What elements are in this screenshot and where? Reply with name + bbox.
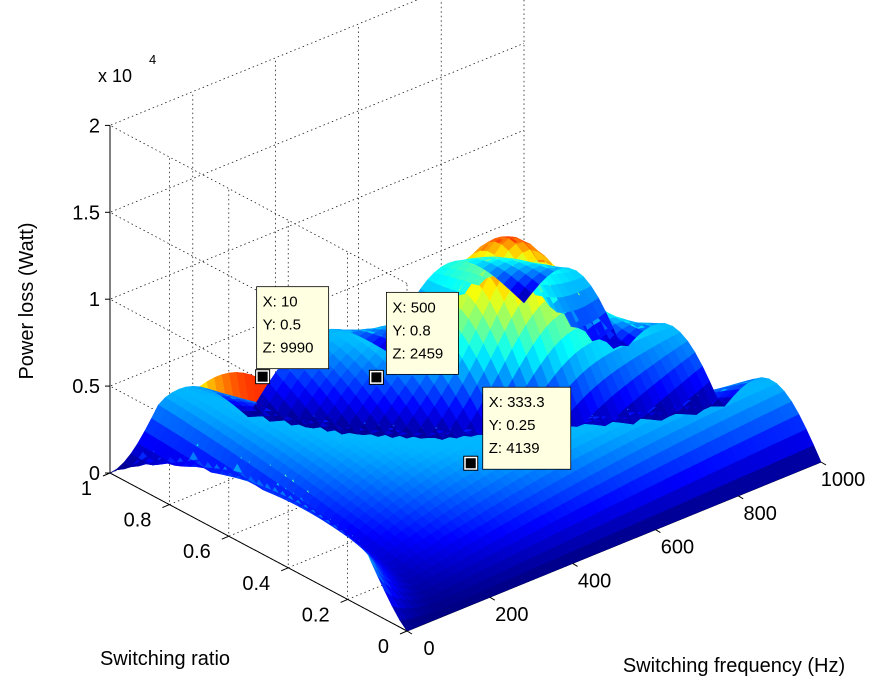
data-tip[interactable]: X: 500 Y: 0.8 Z: 2459	[368, 291, 459, 385]
x-tick-mark	[737, 495, 744, 500]
data-tip-marker	[465, 458, 476, 469]
y-tick-label: 0.8	[124, 510, 152, 532]
data-tip-box	[256, 286, 330, 370]
x-tick-mark	[489, 596, 496, 601]
data-tip-box	[385, 291, 459, 375]
x-tick-mark	[406, 630, 413, 635]
x-tick-label: 800	[744, 503, 777, 525]
z-axis-label: Power loss (Watt)	[16, 222, 38, 379]
x-tick-label: 600	[661, 537, 694, 559]
x-tick-mark	[655, 529, 661, 534]
x-axis-label: Switching frequency (Hz)	[623, 655, 845, 677]
z-tick-label: 1.5	[72, 202, 100, 224]
data-tip-line: X: 10	[263, 294, 298, 311]
y-tick-mark	[221, 535, 229, 540]
x-grid-line-3	[358, 24, 656, 530]
surface-patch	[109, 468, 125, 474]
x-grid-line-1	[192, 91, 490, 598]
z-tick-label: 1	[89, 289, 100, 311]
data-tip-line: Y: 0.5	[263, 317, 301, 334]
z-tick-label: 0.5	[72, 376, 100, 398]
x-tick-mark	[572, 562, 578, 567]
y-axis-line	[109, 472, 408, 632]
y-tick-mark	[399, 630, 408, 635]
data-tip-line: Z: 4139	[489, 440, 540, 457]
y-tick-label: 0.6	[183, 541, 211, 563]
data-tip[interactable]: X: 10 Y: 0.5 Z: 9990	[255, 286, 330, 385]
y-tick-mark	[281, 567, 289, 572]
z-grid-line-3	[109, 42, 525, 371]
x-tick-label: 1000	[821, 469, 866, 491]
data-tip-line: X: 500	[392, 299, 435, 316]
data-tip-box	[482, 386, 572, 470]
y-tick-label: 0.4	[242, 573, 270, 595]
x-tick-label: 0	[423, 638, 434, 660]
y-tick-mark	[340, 598, 348, 603]
data-tip-line: Z: 9990	[263, 340, 314, 357]
x-grid-line-5	[523, 0, 822, 463]
x-grid-line-4	[440, 0, 739, 497]
z-tick-label: 0	[89, 463, 100, 485]
data-tip-line: Z: 2459	[392, 345, 443, 362]
data-tip-line: Y: 0.25	[489, 417, 536, 434]
z-multiplier: x 10	[98, 66, 132, 86]
y-tick-label: 0.2	[302, 604, 330, 626]
z-multiplier-exponent: 4	[149, 52, 156, 67]
z-grid-line-4	[109, 0, 419, 284]
y-axis-label: Switching ratio	[100, 648, 230, 670]
z-grid-line-1	[109, 216, 525, 545]
data-tip-marker	[371, 372, 382, 383]
surface	[109, 236, 822, 632]
z-tick-label: 2	[89, 115, 100, 137]
data-tip-line: Y: 0.8	[392, 322, 430, 339]
z-grid-line-2	[109, 129, 525, 458]
x-tick-label: 200	[495, 604, 528, 626]
y-tick-label: 1	[81, 478, 92, 500]
x-tick-mark	[820, 461, 827, 466]
y-tick-label: 0	[378, 636, 389, 658]
data-tip[interactable]: X: 333.3 Y: 0.25 Z: 4139	[463, 386, 572, 471]
x-tick-label: 400	[578, 570, 611, 592]
x-grid-line-2	[275, 57, 573, 564]
data-tip-marker	[257, 371, 268, 382]
data-tip-line: X: 333.3	[489, 394, 545, 411]
y-tick-mark	[162, 504, 170, 509]
